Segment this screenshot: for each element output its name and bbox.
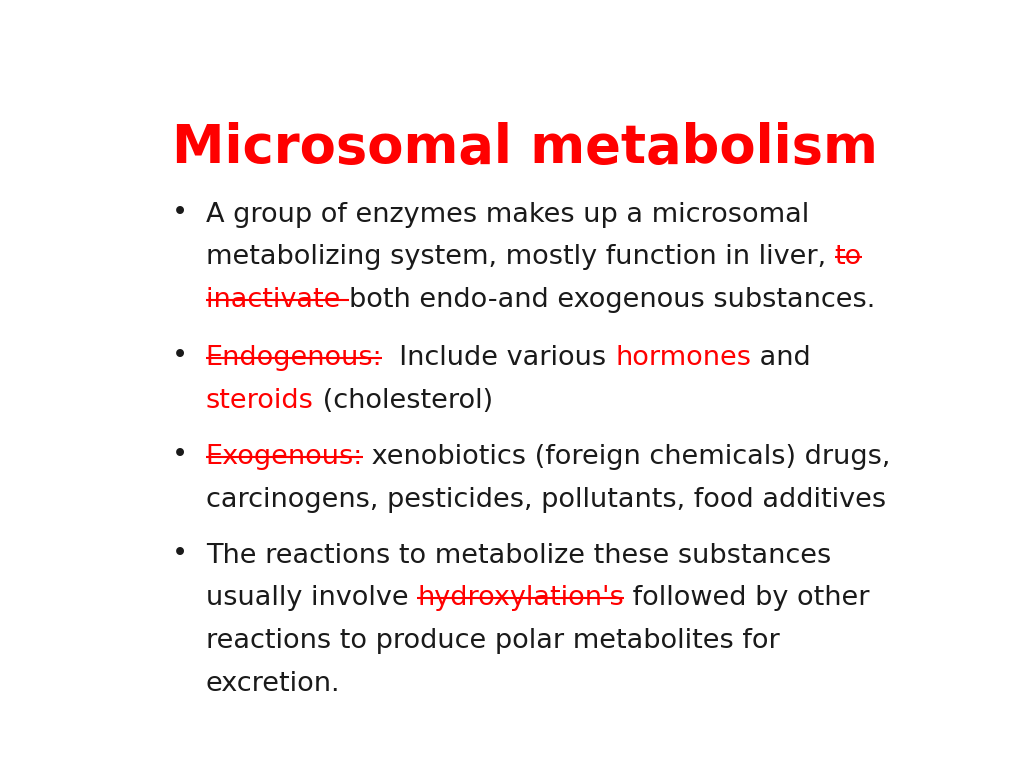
Text: carcinogens, pesticides, pollutants, food additives: carcinogens, pesticides, pollutants, foo… bbox=[206, 487, 886, 512]
Text: Include various: Include various bbox=[382, 346, 615, 371]
Text: hormones: hormones bbox=[615, 346, 752, 371]
Text: •: • bbox=[172, 541, 187, 567]
Text: steroids: steroids bbox=[206, 388, 313, 414]
Text: to: to bbox=[835, 244, 862, 270]
Text: A group of enzymes makes up a microsomal: A group of enzymes makes up a microsomal bbox=[206, 201, 809, 227]
Text: followed by other: followed by other bbox=[624, 585, 869, 611]
Text: Exogenous:: Exogenous: bbox=[206, 444, 364, 470]
Text: hydroxylation's: hydroxylation's bbox=[417, 585, 624, 611]
Text: reactions to produce polar metabolites for: reactions to produce polar metabolites f… bbox=[206, 628, 779, 654]
Text: •: • bbox=[172, 343, 187, 369]
Text: (cholesterol): (cholesterol) bbox=[313, 388, 493, 414]
Text: Endogenous:: Endogenous: bbox=[206, 346, 382, 371]
Text: usually involve: usually involve bbox=[206, 585, 417, 611]
Text: excretion.: excretion. bbox=[206, 670, 340, 697]
Text: The reactions to metabolize these substances: The reactions to metabolize these substa… bbox=[206, 543, 831, 569]
Text: •: • bbox=[172, 442, 187, 468]
Text: metabolizing system, mostly function in liver,: metabolizing system, mostly function in … bbox=[206, 244, 835, 270]
Text: •: • bbox=[172, 200, 187, 226]
Text: and: and bbox=[752, 346, 811, 371]
Text: both endo-and exogenous substances.: both endo-and exogenous substances. bbox=[349, 286, 876, 313]
Text: inactivate: inactivate bbox=[206, 286, 349, 313]
Text: Microsomal metabolism: Microsomal metabolism bbox=[172, 121, 878, 174]
Text: xenobiotics (foreign chemicals) drugs,: xenobiotics (foreign chemicals) drugs, bbox=[364, 444, 891, 470]
